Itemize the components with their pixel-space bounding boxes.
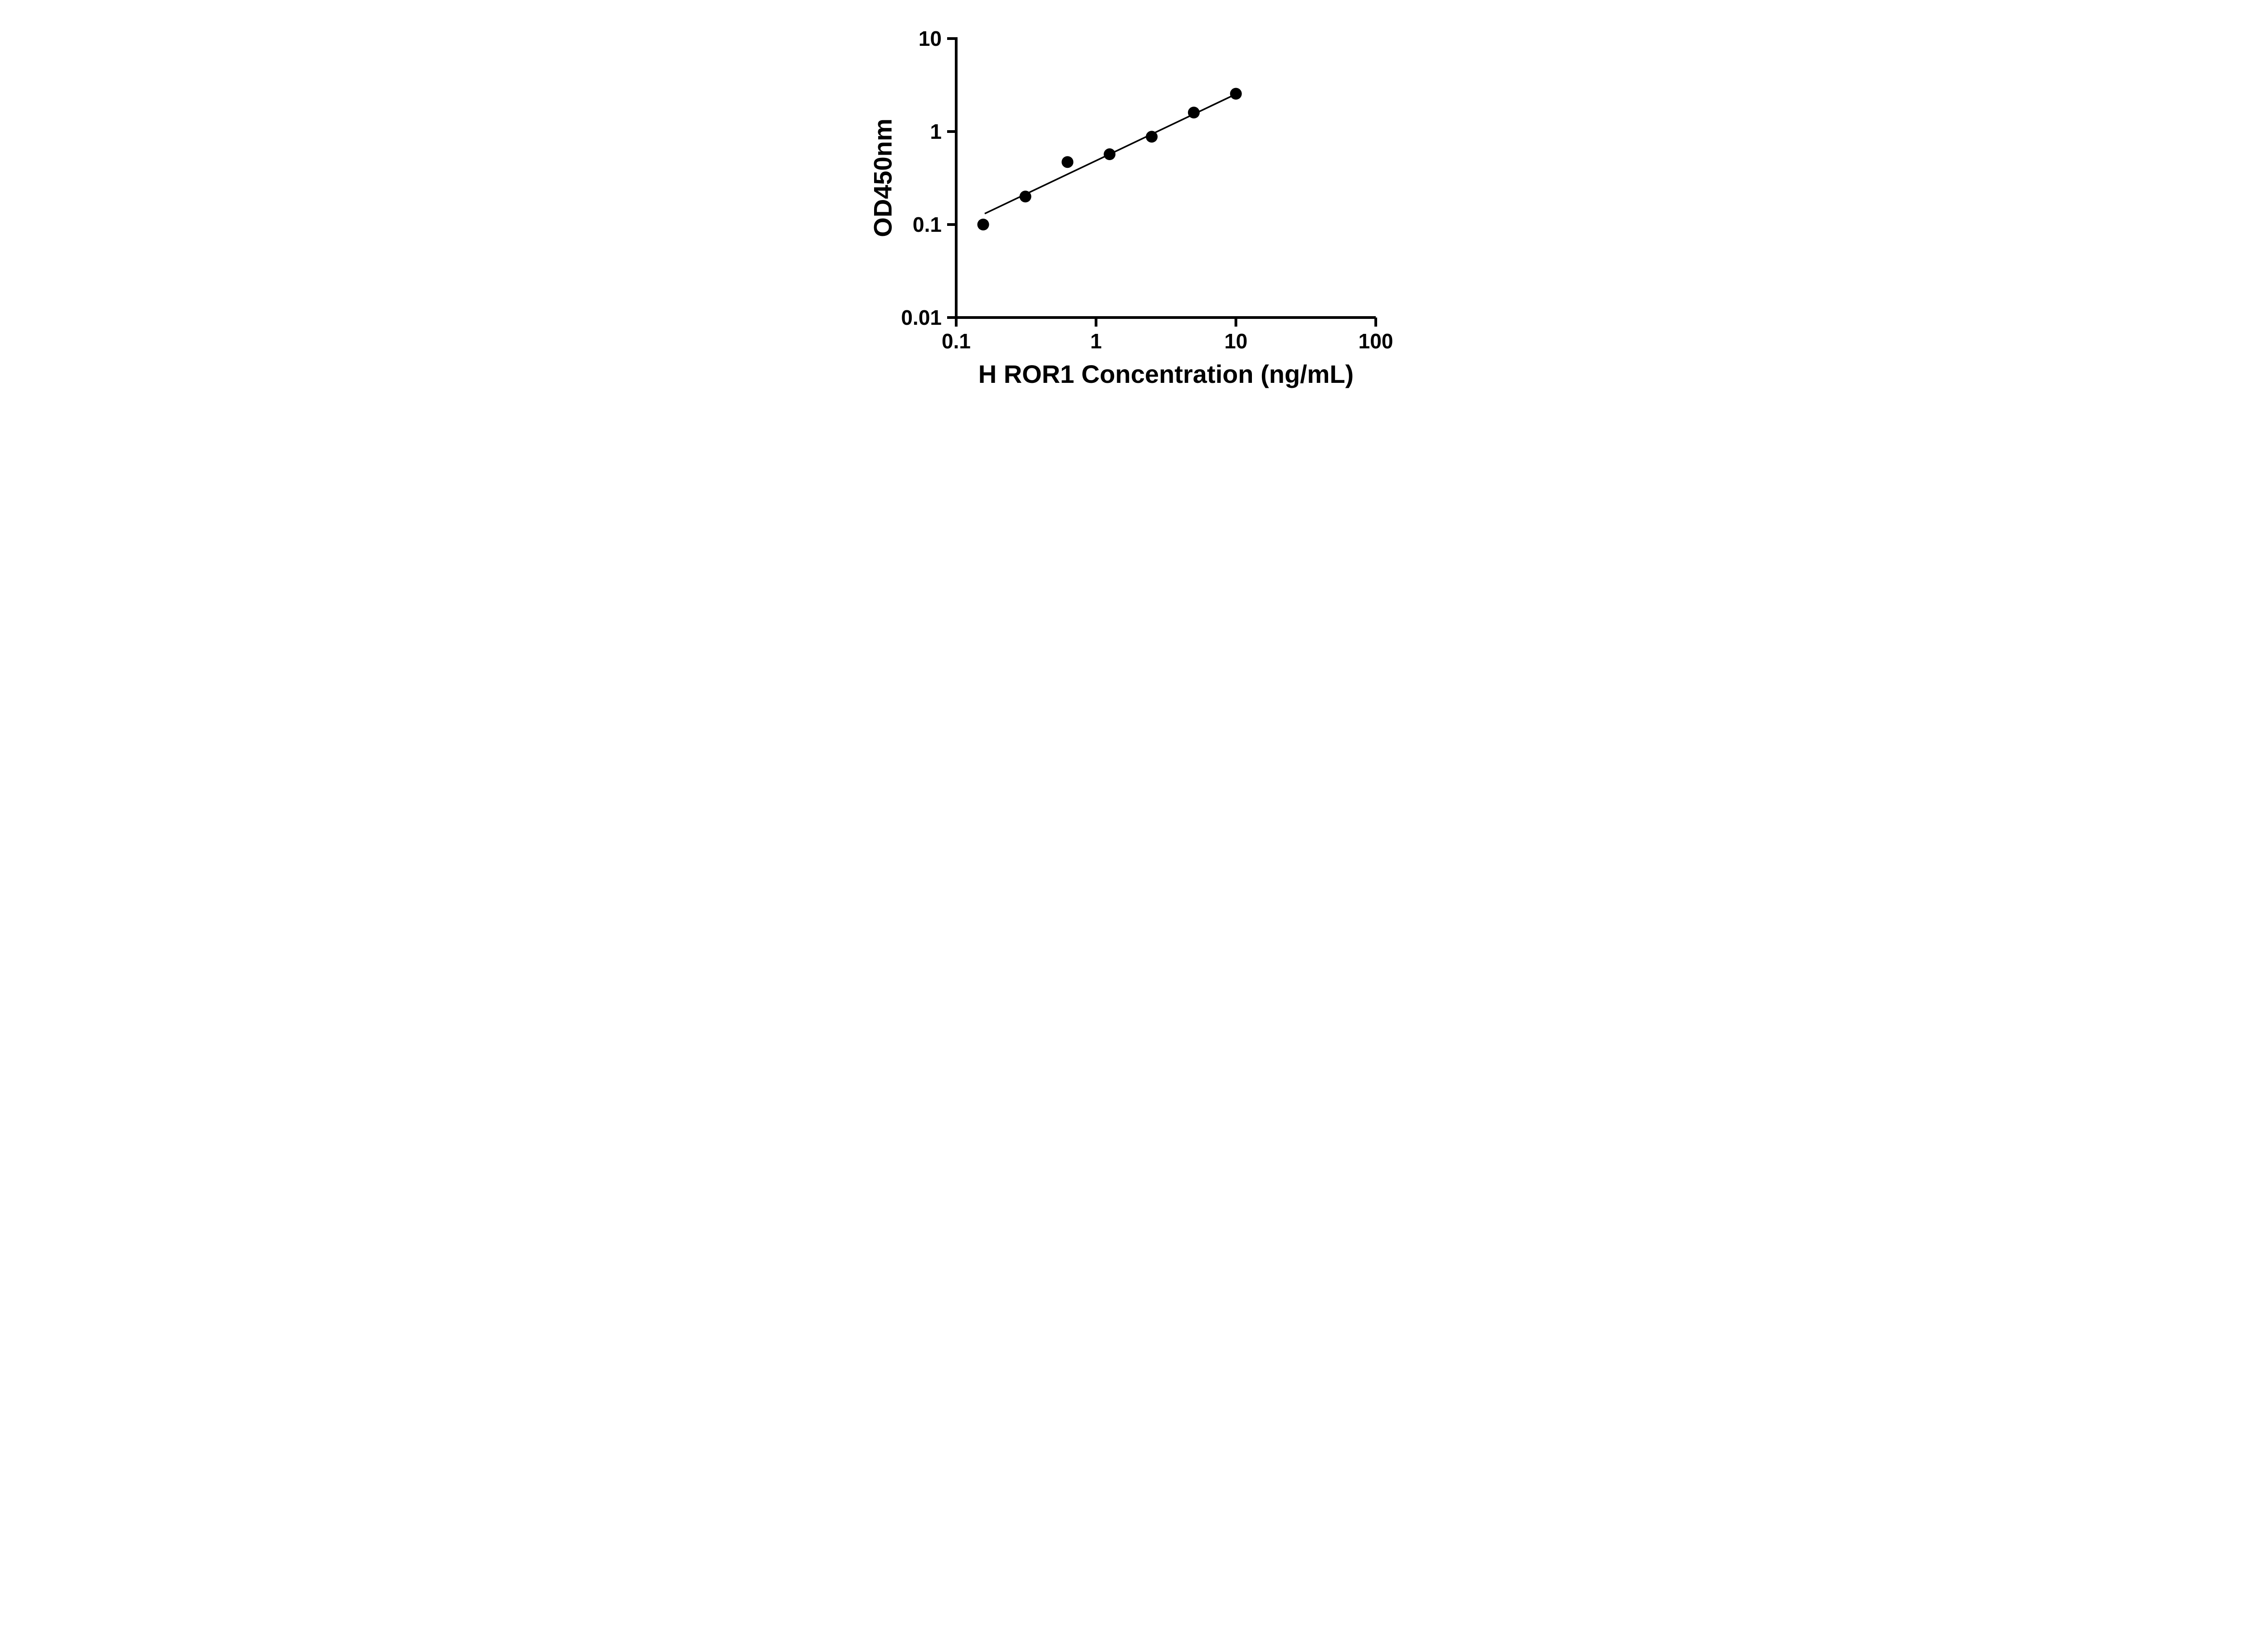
data-point [1019,191,1031,203]
data-point [1188,107,1200,119]
x-axis-tick-label: 1 [1090,329,1102,353]
x-axis-tick-label: 100 [1359,329,1393,353]
data-point [1230,88,1242,100]
x-axis-tick-label: 0.1 [942,329,971,353]
x-axis-tick-label: 10 [1224,329,1247,353]
data-point [977,219,989,230]
y-axis-tick-label: 1 [930,120,942,143]
data-point [1146,131,1158,143]
axis-spine [955,37,1376,319]
y-axis-tick-label: 0.01 [901,306,942,329]
x-axis-title: H ROR1 Concentration (ng/mL) [978,360,1354,388]
data-point [1104,148,1116,161]
y-axis-tick-label: 0.1 [913,213,942,236]
y-axis-title: OD450nm [868,118,897,237]
data-point [1061,156,1074,168]
y-axis-tick-label: 10 [919,27,942,50]
elisa-standard-curve-figure: 0.1 1 10 100 0.01 0.1 1 10 H ROR1 Concentration… [843,0,1425,408]
